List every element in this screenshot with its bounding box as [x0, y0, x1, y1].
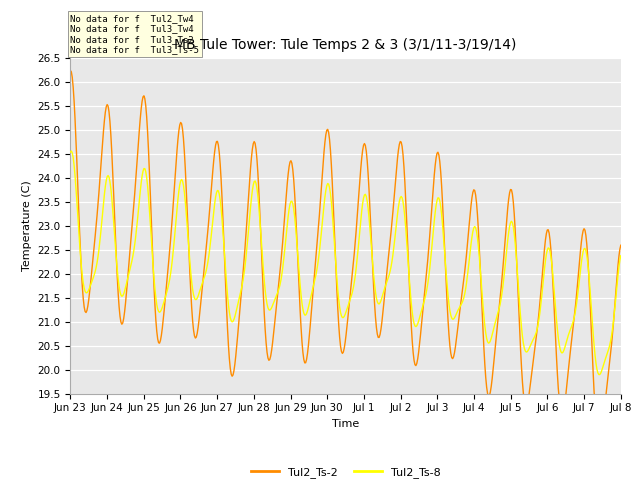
Tul2_Ts-8	[392, 228, 399, 234]
Line: Tul2_Ts-8: Tul2_Ts-8	[70, 151, 621, 374]
Tul2_Ts-2	[67, 68, 74, 73]
Tul2_Ts-2	[617, 242, 625, 248]
Tul2_Ts-2	[391, 187, 399, 192]
Tul2_Ts-8	[209, 217, 217, 223]
Line: Tul2_Ts-2: Tul2_Ts-2	[70, 71, 621, 398]
Tul2_Ts-8	[596, 372, 604, 377]
Tul2_Ts-2	[164, 268, 172, 274]
Title: MB Tule Tower: Tule Temps 2 & 3 (3/1/11-3/19/14): MB Tule Tower: Tule Temps 2 & 3 (3/1/11-…	[175, 38, 516, 52]
Tul2_Ts-2	[434, 149, 442, 155]
Tul2_Ts-2	[481, 361, 489, 367]
Tul2_Ts-8	[435, 195, 443, 201]
Tul2_Ts-8	[317, 240, 324, 246]
Tul2_Ts-2	[520, 396, 528, 401]
Tul2_Ts-8	[165, 281, 173, 287]
X-axis label: Time: Time	[332, 419, 359, 429]
Tul2_Ts-2	[208, 179, 216, 185]
Tul2_Ts-8	[482, 330, 490, 336]
Tul2_Ts-2	[316, 212, 323, 217]
Tul2_Ts-8	[67, 148, 75, 154]
Text: No data for f  Tul2_Tw4
No data for f  Tul3_Tw4
No data for f  Tul3_Ts2
No data : No data for f Tul2_Tw4 No data for f Tul…	[70, 14, 200, 54]
Tul2_Ts-8	[67, 149, 74, 155]
Legend: Tul2_Ts-2, Tul2_Ts-8: Tul2_Ts-2, Tul2_Ts-8	[246, 462, 445, 480]
Tul2_Ts-8	[617, 253, 625, 259]
Y-axis label: Temperature (C): Temperature (C)	[22, 180, 32, 271]
